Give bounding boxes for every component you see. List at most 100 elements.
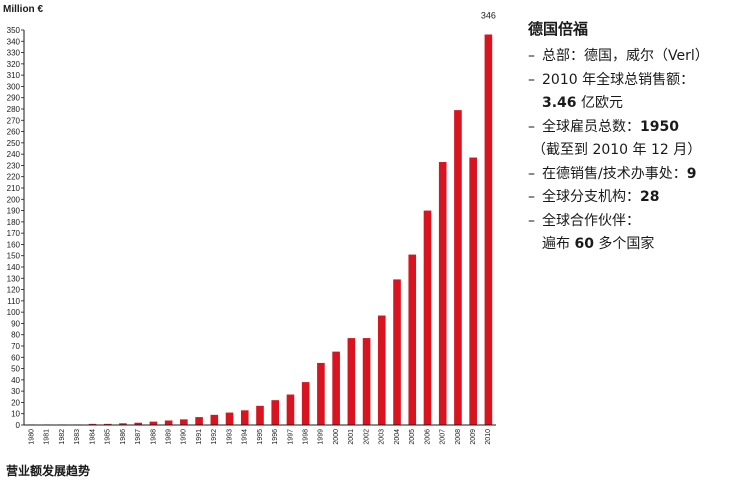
x-tick-label: 2007 <box>440 429 447 445</box>
y-tick-label: 170 <box>7 229 21 238</box>
x-tick-label: 1990 <box>181 429 188 445</box>
y-tick-label: 230 <box>7 161 21 170</box>
facts-list: – 总部：德国，威尔（Verl） –2010 年全球总销售额： 3.46 亿欧元 – 全球… <box>528 45 748 257</box>
bar-1992 <box>210 414 219 425</box>
x-tick-label: 1997 <box>287 429 294 445</box>
bullet-dash: – <box>528 212 535 229</box>
y-tick-label: 210 <box>7 184 21 193</box>
x-tick-label: 2003 <box>379 429 386 445</box>
bar-1998 <box>301 382 310 425</box>
bar-2009 <box>469 157 477 425</box>
bars-group <box>27 34 493 426</box>
data-labels-group: 346 <box>481 11 496 21</box>
y-tick-label: 240 <box>7 150 21 159</box>
x-tick-label: 2010 <box>485 429 492 445</box>
x-tick-label: 2008 <box>455 429 462 445</box>
bar-2001 <box>347 338 356 425</box>
bar-2007 <box>438 162 447 426</box>
bar-1985 <box>103 423 112 425</box>
bar-1999 <box>317 362 325 425</box>
fact-text: 遍布 <box>542 236 575 252</box>
y-tick-label: 10 <box>11 410 20 419</box>
y-tick-label: 100 <box>7 308 21 317</box>
y-tick-label: 20 <box>11 398 20 407</box>
fact-text: 2010 年全球总销售额： <box>542 71 695 88</box>
y-tick-label: 250 <box>7 139 21 148</box>
bullet-dash: – <box>528 118 535 135</box>
y-tick-label: 220 <box>7 173 21 182</box>
bar-2000 <box>332 351 340 425</box>
y-tick-label: 330 <box>7 49 21 58</box>
y-tick-label: 350 <box>7 26 21 35</box>
fact-text: （截至到 2010 年 12 月） <box>532 142 702 158</box>
fact-value: 28 <box>640 189 660 205</box>
y-tick-label: 310 <box>7 71 21 80</box>
fact-line: – 全球分支机构：28 <box>528 186 748 210</box>
y-tick-label: 140 <box>7 263 21 272</box>
x-tick-label: 1991 <box>196 429 203 445</box>
y-axis: 0 10 20 30 40 50 60 70 80 90 100 110 120 130 140 150 160… <box>7 26 25 430</box>
bar-2010 <box>484 34 493 425</box>
x-tick-label: 2001 <box>348 429 355 445</box>
fact-line: （截至到 2010 年 12 月） <box>528 139 748 163</box>
x-tick-label: 1985 <box>105 429 112 445</box>
bar-1987 <box>134 422 142 425</box>
y-tick-label: 340 <box>7 37 21 46</box>
bullet-dash: – <box>528 189 535 205</box>
x-tick-label: 1984 <box>89 429 96 445</box>
bar-2002 <box>362 338 371 425</box>
x-tick-label: 1995 <box>257 429 264 445</box>
x-tick-label: 1998 <box>303 429 310 445</box>
y-tick-label: 40 <box>11 376 20 385</box>
x-tick-label: 1980 <box>28 429 35 445</box>
x-tick-label: 2009 <box>470 429 477 445</box>
fact-text: 全球合作伙伴： <box>542 212 640 229</box>
fact-line: – 在德销售/技术办事处：9 <box>528 163 748 187</box>
fact-line: – 全球合作伙伴： <box>528 210 748 234</box>
fact-text: 亿欧元 <box>576 95 623 111</box>
y-tick-label: 50 <box>11 365 20 374</box>
company-facts-panel: 德国倍福 – 总部：德国，威尔（Verl） –2010 年全球总销售额： 3.46 亿… <box>528 18 748 257</box>
y-tick-label: 80 <box>11 331 20 340</box>
fact-text: 全球雇员总数： <box>542 118 640 135</box>
x-tick-label: 2005 <box>409 429 416 445</box>
y-tick-label: 280 <box>7 105 21 114</box>
company-name: 德国倍福 <box>528 20 589 38</box>
bar-2008 <box>454 110 462 425</box>
x-tick-label: 2006 <box>424 429 431 445</box>
y-tick-label: 130 <box>7 274 21 283</box>
fact-line: 遍布 60 多个国家 <box>528 233 748 257</box>
fact-line: 3.46 亿欧元 <box>528 92 748 116</box>
y-tick-label: 110 <box>7 297 20 306</box>
bar-2004 <box>393 279 401 425</box>
fact-text: 全球分支机构： <box>542 189 640 205</box>
bar-1994 <box>240 410 249 425</box>
x-tick-label: 1982 <box>59 429 66 445</box>
y-tick-label: 300 <box>7 82 21 91</box>
x-tick-label: 1986 <box>120 429 127 445</box>
x-tick-label: 2000 <box>333 429 340 445</box>
fact-value: 9 <box>686 165 697 182</box>
bar-2006 <box>423 210 432 425</box>
y-tick-label: 190 <box>7 207 21 216</box>
fact-text: 总部：德国，威尔（Verl） <box>542 48 709 64</box>
x-tick-label: 1989 <box>165 429 172 445</box>
y-tick-label: 30 <box>11 387 20 396</box>
fact-line: – 总部：德国，威尔（Verl） <box>528 45 748 69</box>
x-tick-label: 1987 <box>135 429 142 445</box>
y-tick-label: 290 <box>7 94 21 103</box>
fact-value: 1950 <box>640 118 679 135</box>
y-unit-label: Million € <box>3 4 43 15</box>
bar-1989 <box>164 420 173 425</box>
bar-1990 <box>180 419 188 425</box>
revenue-bar-chart: Million € 0 10 20 30 40 50 60 70 80 90 100 110 120 13… <box>3 4 496 445</box>
bar-1984 <box>88 423 97 425</box>
x-tick-label: 2004 <box>394 429 401 445</box>
x-tick-label: 1994 <box>242 429 249 445</box>
y-tick-label: 0 <box>16 421 21 430</box>
x-tick-label: 1993 <box>226 429 233 445</box>
fact-line: –2010 年全球总销售额： <box>528 69 748 93</box>
bar-2003 <box>378 315 386 425</box>
y-tick-label: 60 <box>11 353 20 362</box>
bar-1997 <box>286 394 295 425</box>
